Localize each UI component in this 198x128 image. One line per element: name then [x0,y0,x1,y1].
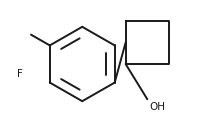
Text: F: F [17,69,23,79]
Text: OH: OH [149,102,165,112]
